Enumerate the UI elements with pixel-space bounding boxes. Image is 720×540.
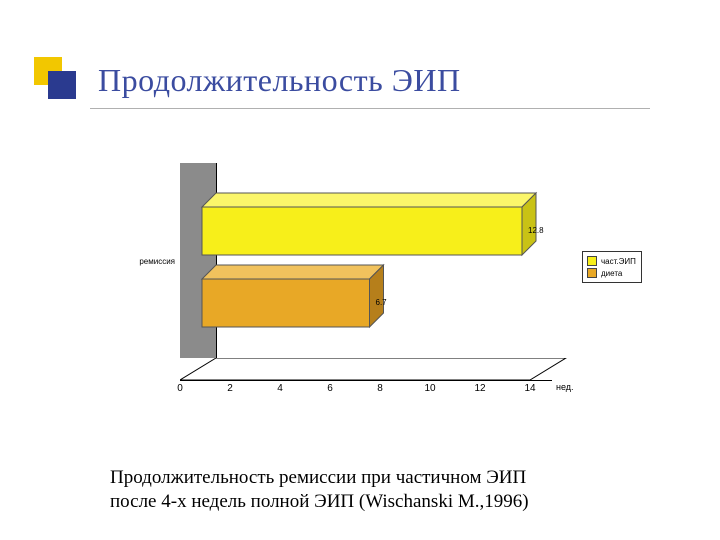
slide: Продолжительность ЭИП ремиссия 12.86.7 0… — [0, 0, 720, 540]
x-tick: 2 — [227, 383, 233, 394]
x-tick: 14 — [524, 383, 535, 394]
x-tick: 6 — [327, 383, 333, 394]
title-ornament — [34, 57, 78, 101]
title-underline — [90, 108, 650, 109]
legend-item-diet: диета — [587, 267, 636, 279]
x-ticks: 0 2 4 6 8 10 12 14 — [180, 383, 552, 403]
x-tick: 8 — [377, 383, 383, 394]
x-tick: 0 — [177, 383, 183, 394]
legend: част.ЭИП диета — [582, 251, 642, 283]
caption: Продолжительность ремиссии при частичном… — [110, 466, 650, 514]
legend-label-diet: диета — [601, 269, 622, 278]
bar-diet: 6.7 — [130, 145, 630, 405]
bar-value-label: 6.7 — [376, 298, 387, 307]
x-tick: 12 — [474, 383, 485, 394]
caption-line-1: Продолжительность ремиссии при частичном… — [110, 466, 650, 490]
x-axis-title: нед. — [556, 382, 574, 392]
ornament-square-blue — [48, 71, 76, 99]
bar-chart: ремиссия 12.86.7 02468101214 нед. част.Э… — [130, 145, 630, 425]
legend-swatch-part-eip — [587, 256, 597, 266]
legend-item-part-eip: част.ЭИП — [587, 255, 636, 267]
x-tick: 10 — [424, 383, 435, 394]
x-tick: 4 — [277, 383, 283, 394]
legend-swatch-diet — [587, 268, 597, 278]
caption-line-2: после 4-х недель полной ЭИП (Wischanski … — [110, 490, 650, 514]
title-block: Продолжительность ЭИП — [34, 62, 674, 132]
slide-title: Продолжительность ЭИП — [98, 62, 461, 99]
legend-label-part-eip: част.ЭИП — [601, 257, 636, 266]
